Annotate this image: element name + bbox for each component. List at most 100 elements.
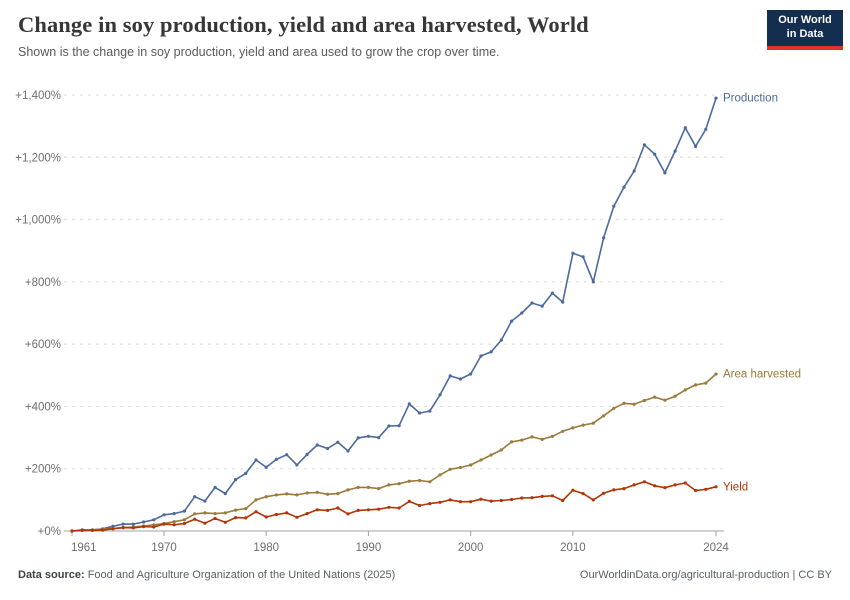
yield-point[interactable] — [469, 500, 473, 504]
production-point[interactable] — [622, 185, 626, 189]
area-harvested-point[interactable] — [469, 463, 473, 467]
area-harvested-point[interactable] — [387, 483, 391, 487]
production-point[interactable] — [295, 463, 299, 467]
production-point[interactable] — [203, 499, 207, 503]
production-point[interactable] — [336, 440, 340, 444]
production-point[interactable] — [366, 434, 370, 438]
yield-point[interactable] — [121, 526, 125, 530]
yield-point[interactable] — [683, 481, 687, 485]
production-point[interactable] — [377, 436, 381, 440]
area-harvested-point[interactable] — [704, 381, 708, 385]
yield-point[interactable] — [90, 528, 94, 533]
production-point[interactable] — [530, 301, 534, 305]
production-point[interactable] — [458, 377, 462, 381]
production-point[interactable] — [142, 520, 146, 524]
yield-point[interactable] — [182, 521, 186, 526]
yield-point[interactable] — [530, 496, 534, 500]
production-point[interactable] — [152, 518, 156, 522]
production-line[interactable] — [71, 97, 717, 532]
production-point[interactable] — [510, 319, 514, 323]
area-harvested-point[interactable] — [377, 487, 381, 491]
production-point[interactable] — [315, 443, 319, 447]
yield-point[interactable] — [336, 506, 340, 510]
yield-point[interactable] — [694, 488, 698, 493]
yield-point[interactable] — [356, 508, 360, 512]
yield-point[interactable] — [673, 483, 677, 487]
production-point[interactable] — [244, 471, 248, 475]
yield-point[interactable] — [234, 516, 238, 520]
area-harvested-point[interactable] — [622, 401, 626, 405]
production-point[interactable] — [111, 524, 115, 528]
yield-point[interactable] — [305, 511, 309, 516]
production-point[interactable] — [612, 204, 616, 208]
yield-point[interactable] — [571, 488, 575, 492]
area-harvested-point[interactable] — [602, 414, 606, 418]
yield-point[interactable] — [172, 523, 176, 527]
production-point[interactable] — [489, 350, 493, 354]
area-harvested-point[interactable] — [612, 406, 616, 410]
yield-point[interactable] — [142, 525, 146, 529]
yield-point[interactable] — [499, 498, 503, 503]
area-harvested-point[interactable] — [499, 448, 503, 452]
production-point[interactable] — [387, 424, 391, 428]
area-harvested-point[interactable] — [295, 493, 299, 497]
yield-point[interactable] — [591, 498, 595, 502]
area-harvested-point[interactable] — [714, 372, 718, 376]
area-harvested-point[interactable] — [571, 426, 575, 430]
production-point[interactable] — [704, 127, 708, 131]
yield-point[interactable] — [264, 515, 268, 519]
yield-point[interactable] — [162, 522, 166, 526]
area-harvested-point[interactable] — [172, 520, 176, 524]
area-harvested-point[interactable] — [581, 423, 585, 427]
production-point[interactable] — [397, 424, 401, 428]
production-point[interactable] — [172, 511, 176, 516]
yield-point[interactable] — [111, 527, 115, 531]
production-point[interactable] — [550, 291, 555, 295]
yield-point[interactable] — [203, 521, 207, 525]
area-harvested-point[interactable] — [663, 398, 667, 402]
production-point[interactable] — [694, 144, 698, 148]
yield-point[interactable] — [510, 497, 514, 502]
area-harvested-point[interactable] — [346, 488, 350, 492]
area-harvested-point[interactable] — [223, 511, 227, 515]
production-point[interactable] — [234, 478, 238, 482]
yield-point[interactable] — [653, 484, 657, 488]
yield-point[interactable] — [244, 516, 248, 520]
production-point[interactable] — [356, 436, 360, 440]
yield-point[interactable] — [80, 528, 84, 533]
area-harvested-point[interactable] — [438, 473, 442, 477]
production-point[interactable] — [131, 522, 135, 526]
production-point[interactable] — [602, 236, 606, 240]
area-harvested-point[interactable] — [540, 437, 544, 441]
production-point[interactable] — [213, 485, 217, 489]
yield-point[interactable] — [428, 502, 432, 506]
production-point[interactable] — [428, 409, 432, 413]
yield-point[interactable] — [274, 512, 278, 517]
area-harvested-point[interactable] — [428, 480, 432, 484]
production-point[interactable] — [581, 255, 585, 259]
area-harvested-line[interactable] — [71, 373, 717, 532]
area-harvested-point[interactable] — [458, 465, 462, 470]
yield-point[interactable] — [397, 506, 401, 510]
yield-point[interactable] — [438, 500, 442, 504]
production-point[interactable] — [683, 126, 687, 130]
production-point[interactable] — [499, 338, 503, 342]
yield-point[interactable] — [366, 508, 370, 512]
yield-point[interactable] — [642, 480, 647, 484]
area-harvested-point[interactable] — [285, 492, 289, 496]
production-point[interactable] — [448, 374, 452, 378]
yield-point[interactable] — [663, 486, 667, 490]
area-harvested-point[interactable] — [510, 440, 514, 444]
production-point[interactable] — [407, 402, 411, 406]
area-harvested-point[interactable] — [418, 478, 422, 483]
yield-point[interactable] — [489, 499, 493, 503]
yield-point[interactable] — [315, 508, 319, 512]
yield-point[interactable] — [213, 516, 217, 521]
yield-point[interactable] — [448, 498, 452, 502]
yield-point[interactable] — [254, 510, 258, 514]
area-harvested-point[interactable] — [591, 421, 595, 425]
yield-point[interactable] — [223, 520, 227, 524]
production-point[interactable] — [274, 457, 278, 461]
area-harvested-point[interactable] — [653, 395, 657, 399]
yield-point[interactable] — [326, 508, 330, 512]
